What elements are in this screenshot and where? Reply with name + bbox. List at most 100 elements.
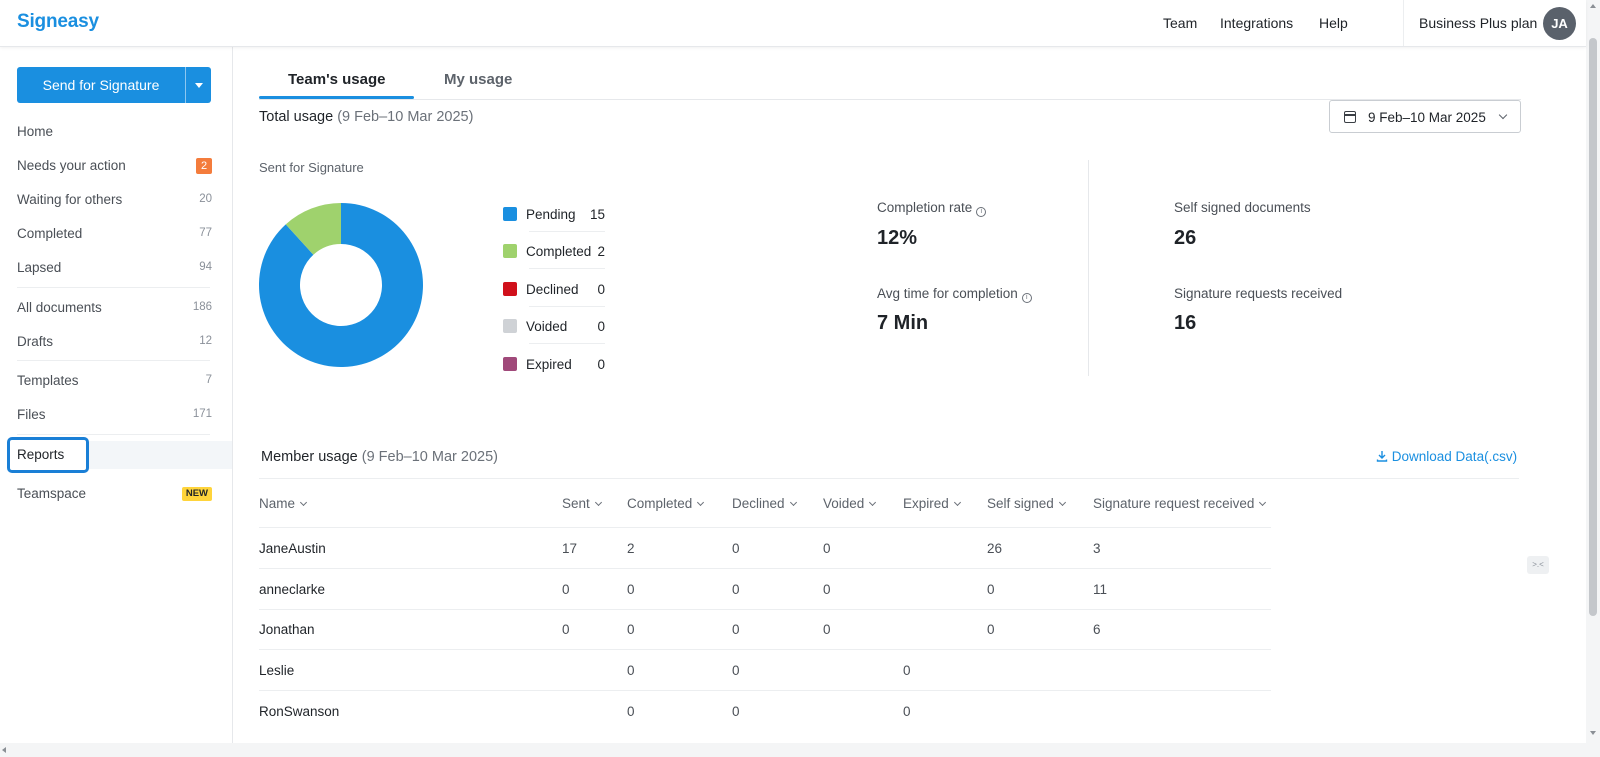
scroll-down-icon[interactable] — [1590, 731, 1596, 735]
info-icon[interactable]: i — [976, 207, 987, 217]
scroll-thumb[interactable] — [1589, 38, 1597, 616]
send-options-dropdown[interactable] — [185, 67, 211, 103]
member-usage-label: Member usage — [261, 449, 358, 465]
sidebar-item-waiting-for-others[interactable]: Waiting for others 20 — [0, 183, 232, 217]
tab-my-usage[interactable]: My usage — [444, 71, 513, 88]
stats-divider — [1088, 160, 1089, 376]
divider — [17, 360, 210, 361]
chevron-down-icon — [1058, 498, 1066, 507]
sidebar-item-count: 186 — [192, 301, 212, 313]
sidebar-item-templates[interactable]: Templates 7 — [0, 364, 232, 398]
column-header-signature-request-received[interactable]: Signature request received — [1093, 496, 1267, 511]
row-divider — [259, 649, 1271, 651]
table-cell: 2 — [627, 541, 635, 556]
column-header-voided[interactable]: Voided — [823, 496, 877, 511]
sidebar-item-all-documents[interactable]: All documents 186 — [0, 291, 232, 325]
nav-help[interactable]: Help — [1319, 15, 1348, 31]
legend-swatch — [503, 319, 517, 333]
collapse-icon[interactable]: >.< — [1527, 556, 1549, 574]
top-header: Signeasy Team Integrations Help Business… — [0, 0, 1586, 47]
send-for-signature-button[interactable]: Send for Signature — [17, 67, 211, 103]
column-header-sent[interactable]: Sent — [562, 496, 602, 511]
sidebar-item-count: 20 — [199, 193, 212, 205]
active-tab-indicator — [259, 96, 414, 99]
table-cell: 0 — [823, 581, 831, 597]
signeasy-logo[interactable]: Signeasy — [17, 11, 99, 32]
table-cell: 0 — [732, 581, 740, 597]
download-label: Download Data(.csv) — [1391, 449, 1518, 464]
table-cell: 0 — [823, 622, 831, 638]
table-row[interactable]: Leslie 0 0 0 — [259, 650, 1271, 692]
table-cell: 0 — [627, 703, 635, 719]
table-cell: 26 — [987, 541, 1003, 556]
column-header-self-signed[interactable]: Self signed — [987, 496, 1066, 511]
table-cell: 0 — [903, 663, 911, 679]
table-cell: 0 — [732, 703, 740, 719]
sidebar-item-label: Completed — [17, 226, 83, 241]
vertical-scrollbar[interactable] — [1586, 0, 1600, 757]
stat-label: Completion rate — [877, 200, 973, 215]
sidebar-item-count: 171 — [192, 408, 212, 420]
scroll-up-icon[interactable] — [1590, 4, 1596, 8]
send-for-signature-label[interactable]: Send for Signature — [42, 77, 160, 93]
column-header-declined[interactable]: Declined — [732, 496, 797, 511]
total-usage-range: (9 Feb–10 Mar 2025) — [337, 109, 474, 125]
sidebar-item-teamspace[interactable]: Teamspace NEW — [0, 477, 232, 511]
legend-value: 0 — [597, 282, 605, 297]
column-header-label: Self signed — [987, 496, 1054, 511]
donut-chart — [259, 203, 423, 367]
legend-value: 0 — [597, 319, 605, 334]
self-signed-value: 26 — [1174, 227, 1197, 249]
legend-swatch — [503, 357, 517, 371]
sidebar-item-label: Teamspace — [17, 486, 87, 501]
table-row[interactable]: RonSwanson 0 0 0 — [259, 691, 1271, 732]
table-row[interactable]: JaneAustin 17 2 0 0 26 3 — [259, 528, 1271, 569]
legend-divider — [529, 268, 605, 269]
sidebar-item-lapsed[interactable]: Lapsed 94 — [0, 251, 232, 285]
column-header-name[interactable]: Name — [259, 496, 308, 511]
divider — [17, 287, 210, 288]
member-name: RonSwanson — [259, 703, 340, 719]
legend-item-expired: Expired 0 — [503, 345, 605, 382]
chevron-down-icon — [1259, 498, 1267, 507]
column-header-expired[interactable]: Expired — [903, 496, 961, 511]
avatar[interactable]: JA — [1543, 7, 1576, 40]
table-cell: 11 — [1093, 581, 1108, 597]
table-cell: 0 — [562, 622, 570, 638]
sidebar-item-needs-your-action[interactable]: Needs your action 2 — [0, 149, 232, 183]
avg-time-value: 7 Min — [877, 312, 929, 334]
table-cell: 0 — [987, 622, 995, 638]
table-row[interactable]: anneclarke 0 0 0 0 0 11 — [259, 569, 1271, 610]
column-header-completed[interactable]: Completed — [627, 496, 705, 511]
sidebar: Send for Signature Home Needs your actio… — [0, 47, 233, 757]
divider — [17, 434, 210, 435]
legend-swatch — [503, 282, 517, 296]
info-icon[interactable]: i — [1021, 293, 1032, 303]
total-usage-title: Total usage (9 Feb–10 Mar 2025) — [259, 109, 473, 125]
donut-slice-completed[interactable] — [285, 203, 341, 255]
horizontal-scrollbar[interactable] — [0, 743, 1586, 757]
date-range-picker[interactable]: 9 Feb–10 Mar 2025 — [1329, 100, 1521, 133]
sidebar-item-drafts[interactable]: Drafts 12 — [0, 325, 232, 359]
table-cell: 0 — [627, 581, 635, 597]
scroll-left-icon[interactable] — [2, 747, 6, 753]
sidebar-item-completed[interactable]: Completed 77 — [0, 217, 232, 251]
legend-item-pending: Pending 15 — [503, 195, 605, 232]
table-row[interactable]: Jonathan 0 0 0 0 0 6 — [259, 609, 1271, 651]
legend-value: 0 — [597, 357, 605, 372]
table-header-divider — [259, 527, 1271, 528]
nav-team[interactable]: Team — [1163, 15, 1198, 31]
column-header-label: Expired — [903, 496, 949, 511]
account-menu[interactable]: Business Plus plan JA — [1403, 0, 1586, 46]
legend-item-declined: Declined 0 — [503, 270, 605, 307]
sidebar-item-files[interactable]: Files 171 — [0, 398, 232, 432]
download-csv-link[interactable]: Download Data(.csv) — [1376, 449, 1517, 464]
donut-slice-pending[interactable] — [259, 203, 423, 367]
nav-integrations[interactable]: Integrations — [1220, 15, 1294, 31]
table-cell: 0 — [732, 663, 740, 679]
sidebar-item-home[interactable]: Home — [0, 115, 232, 149]
sidebar-item-reports[interactable]: Reports — [7, 437, 89, 473]
sidebar-item-label: Files — [17, 407, 46, 422]
table-cell: 6 — [1093, 622, 1101, 638]
tab-teams-usage[interactable]: Team's usage — [288, 71, 386, 88]
